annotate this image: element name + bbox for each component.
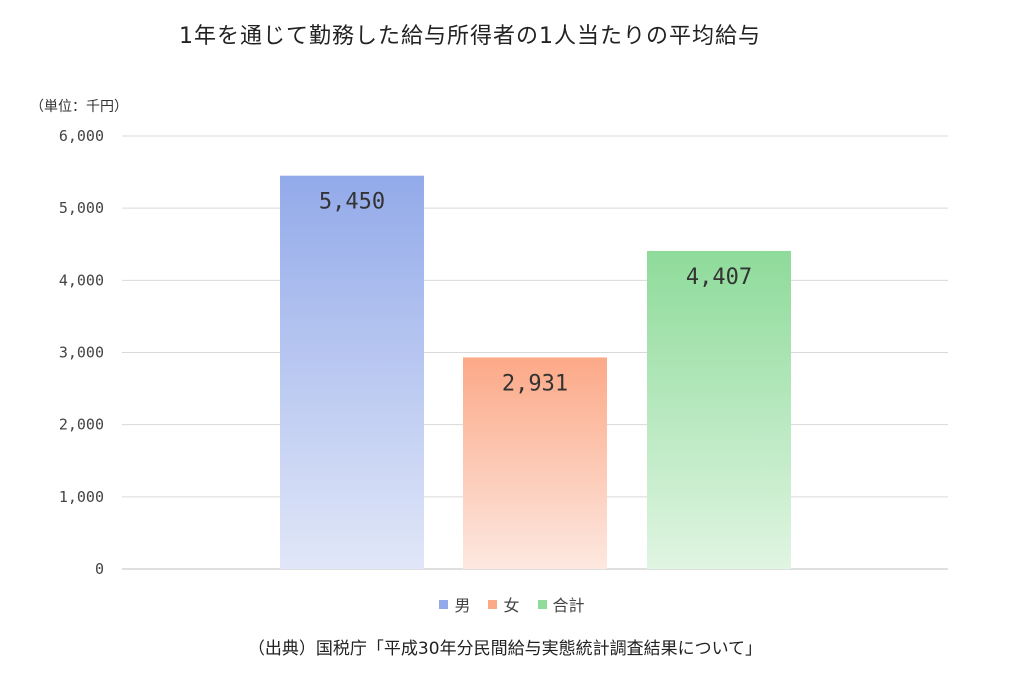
- legend-label: 男: [454, 596, 471, 615]
- y-tick-label: 3,000: [59, 344, 104, 362]
- unit-label: （単位：千円）: [30, 99, 128, 115]
- y-tick-label: 4,000: [59, 271, 104, 289]
- y-tick-label: 6,000: [59, 127, 104, 145]
- legend-label: 女: [503, 596, 520, 615]
- y-tick-label: 1,000: [59, 488, 104, 506]
- legend-item-female: 女: [488, 592, 520, 616]
- bar-value-label: 4,407: [686, 265, 752, 290]
- bar-value-label: 5,450: [319, 190, 385, 215]
- legend-label: 合計: [552, 596, 585, 615]
- legend-swatch: [537, 599, 547, 609]
- legend-swatch: [488, 599, 498, 609]
- bar-chart: 0 1,000 2,000 3,000 4,000 5,000 6,000 5,450 2,93…: [59, 127, 948, 578]
- y-tick-label: 5,000: [59, 199, 104, 217]
- legend: 男 女 合計: [0, 592, 1024, 616]
- source-note: （出典）国税庁「平成30年分民間給与実態統計調査結果について」: [247, 639, 763, 659]
- legend-swatch: [439, 599, 449, 609]
- bar-value-label: 2,931: [502, 371, 568, 396]
- legend-item-male: 男: [439, 592, 470, 616]
- y-tick-label: 2,000: [59, 416, 104, 434]
- bar-total: [647, 250, 791, 570]
- bar-male: [280, 175, 424, 570]
- chart-title: 1年を通じて勤務した給与所得者の1人当たりの平均給与: [179, 24, 761, 49]
- bar-female: [463, 357, 607, 569]
- y-tick-label: 0: [95, 560, 104, 578]
- legend-item-total: 合計: [537, 592, 585, 616]
